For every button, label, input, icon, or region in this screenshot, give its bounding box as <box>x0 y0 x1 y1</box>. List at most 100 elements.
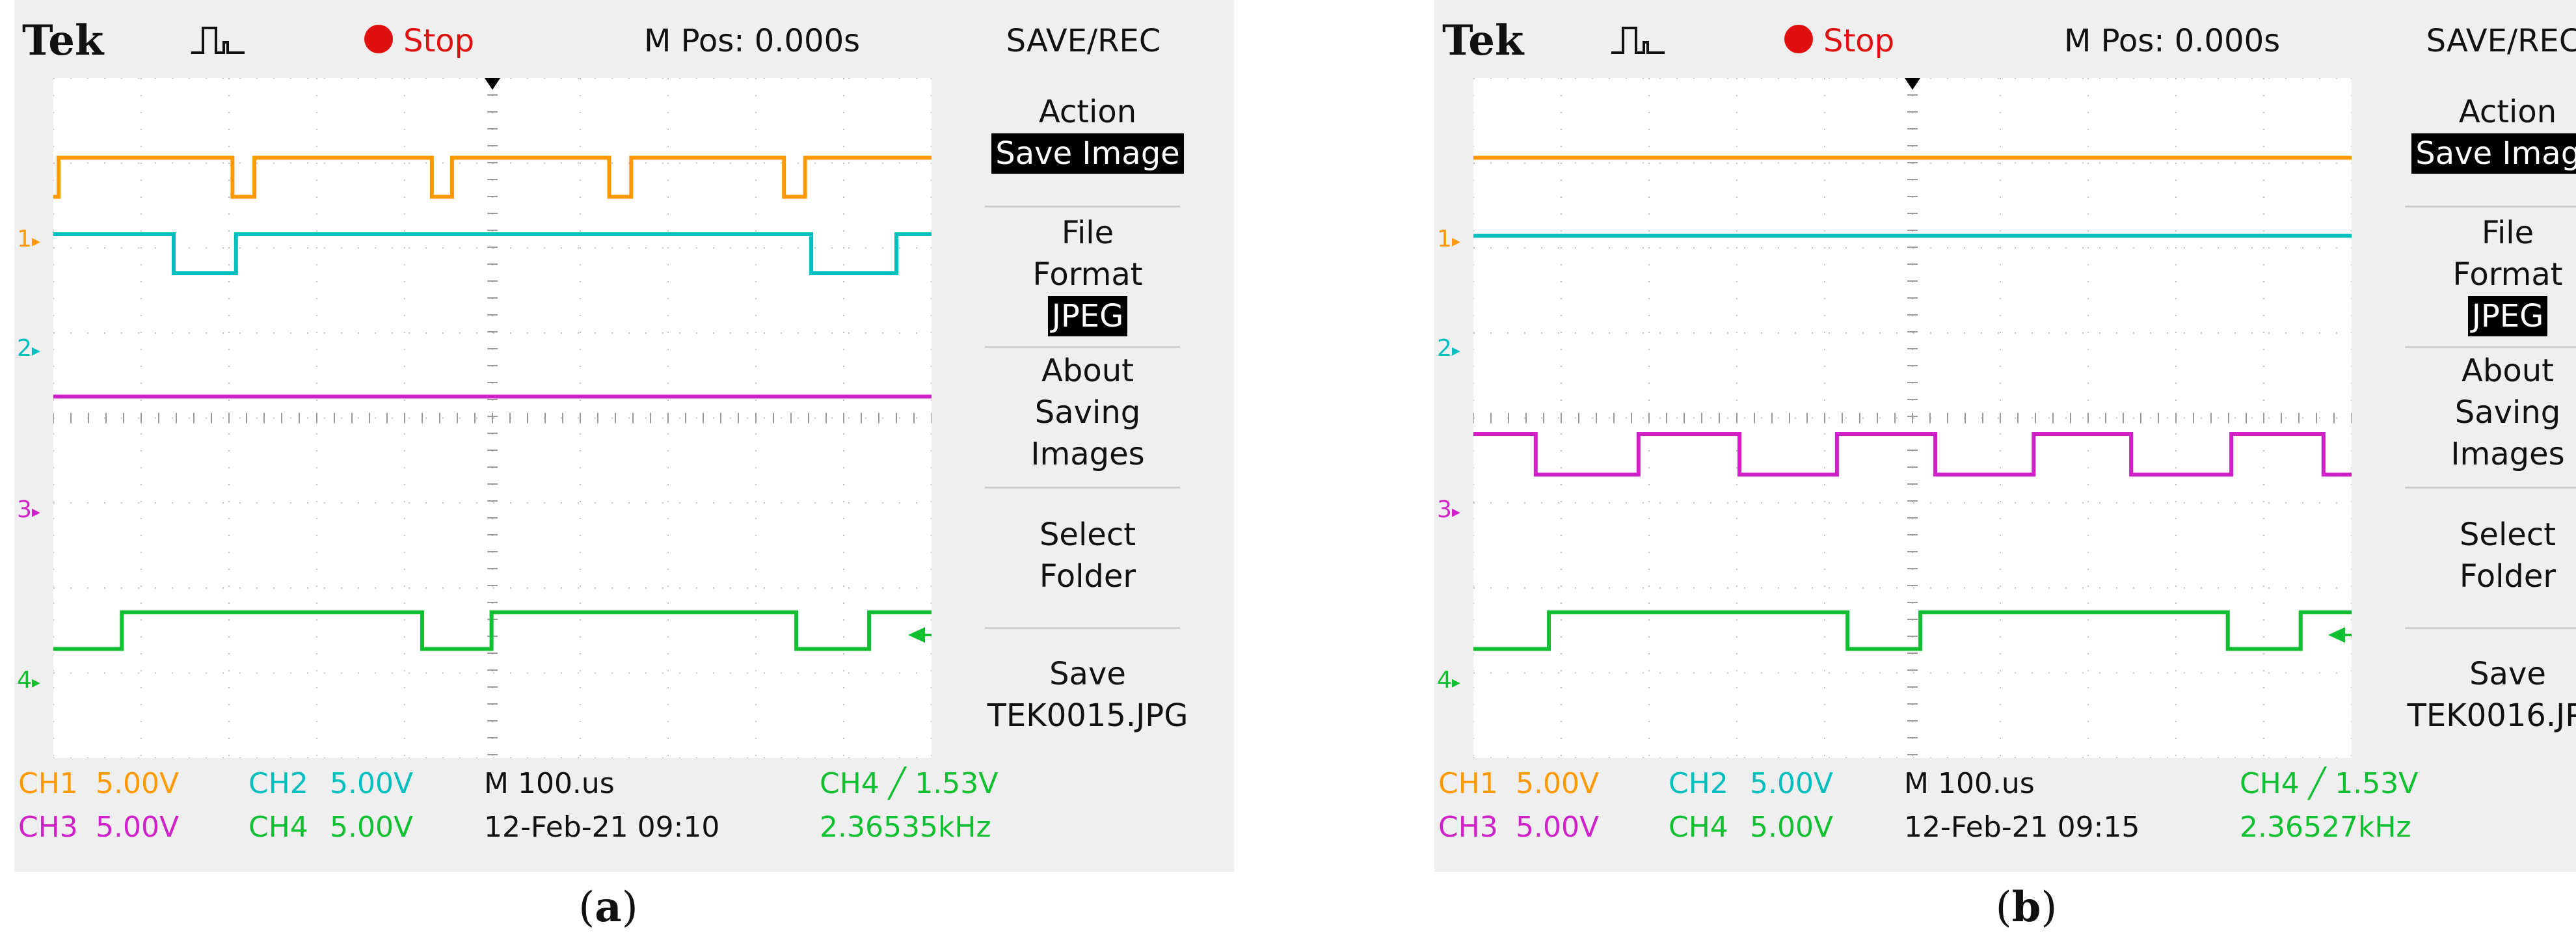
menu-action-button[interactable]: Action Save Image <box>945 91 1231 174</box>
trigger-position-arrow <box>485 78 500 90</box>
menu-divider <box>985 487 1180 489</box>
menu-divider <box>2405 627 2576 629</box>
timebase: M 100.us <box>484 767 615 800</box>
menu-file-label: File <box>2481 215 2534 251</box>
ch3-ground-marker: 3▸ <box>17 496 40 523</box>
capture-datetime: 12-Feb-21 09:10 <box>484 811 720 844</box>
waveform-plot <box>53 78 932 758</box>
ch4-scale: 5.00V <box>1750 811 1834 844</box>
ch2-ground-marker: 2▸ <box>17 335 40 362</box>
ch4-ground-marker: 4▸ <box>1437 667 1460 694</box>
menu-file-label: File <box>1061 215 1114 251</box>
ch2-label: CH2 <box>1669 767 1728 800</box>
ch2-label: CH2 <box>248 767 308 800</box>
menu-format-value: JPEG <box>1047 296 1128 336</box>
pulse-icon <box>1609 20 1667 78</box>
horizontal-position: M Pos: 0.000s <box>2064 23 2281 59</box>
menu-divider <box>2405 487 2576 489</box>
save-rec-menu: SAVE/REC Action Save Image File Format J… <box>933 0 1234 758</box>
menu-save-label: Save <box>2469 656 2546 692</box>
capture-datetime: 12-Feb-21 09:15 <box>1904 811 2140 844</box>
menu-file-format-button[interactable]: File Format JPEG <box>2365 212 2576 337</box>
menu-action-value: Save Image <box>2411 133 2576 174</box>
ch2-waveform <box>53 232 932 275</box>
ch1-scale: 5.00V <box>96 767 180 800</box>
stop-indicator-icon <box>1784 25 1813 53</box>
menu-about-label-2: Saving <box>2454 394 2561 431</box>
scope-panel-b: Tek Stop M Pos: 0.000s 1▸ 2▸ 3▸ 4▸ SAVE/… <box>1434 0 2576 872</box>
trigger-position-arrow <box>1905 78 1920 90</box>
menu-divider <box>2405 346 2576 348</box>
ch1-label: CH1 <box>1438 767 1498 800</box>
ch1-label: CH1 <box>18 767 78 800</box>
menu-format-value: JPEG <box>2467 296 2548 336</box>
timebase: M 100.us <box>1904 767 2035 800</box>
menu-action-value: Save Image <box>991 133 1184 174</box>
menu-about-saving-button[interactable]: About Saving Images <box>945 350 1231 475</box>
menu-save-filename: TEK0016.JPG <box>2407 697 2576 734</box>
menu-about-label-2: Saving <box>1034 394 1141 431</box>
menu-save-button[interactable]: Save TEK0015.JPG <box>945 653 1231 736</box>
menu-about-label-1: About <box>1041 353 1134 389</box>
trigger-frequency: 2.36527kHz <box>2240 811 2411 844</box>
menu-title: SAVE/REC <box>1006 23 1161 59</box>
ch3-scale: 5.00V <box>96 811 180 844</box>
acquisition-status: Stop <box>1823 23 1895 59</box>
ch3-waveform <box>1473 432 2352 477</box>
acquisition-status: Stop <box>403 23 475 59</box>
menu-action-label: Action <box>1038 94 1137 130</box>
menu-about-label-1: About <box>2462 353 2554 389</box>
menu-format-label: Format <box>2452 256 2563 293</box>
menu-divider <box>985 627 1180 629</box>
waveform-graticule <box>1473 78 2352 758</box>
stop-indicator-icon <box>364 25 393 53</box>
save-rec-menu: SAVE/REC Action Save Image File Format J… <box>2353 0 2576 758</box>
trigger-frequency: 2.36535kHz <box>820 811 991 844</box>
menu-title: SAVE/REC <box>2426 23 2576 59</box>
brand-logo: Tek <box>1442 16 1524 65</box>
ch2-scale: 5.00V <box>1750 767 1834 800</box>
menu-divider <box>985 346 1180 348</box>
waveform-graticule <box>53 78 932 758</box>
menu-about-label-3: Images <box>1030 436 1145 472</box>
ch1-scale: 5.00V <box>1516 767 1600 800</box>
menu-select-label-1: Select <box>2459 517 2556 553</box>
ch1-waveform <box>53 155 932 199</box>
ch4-ground-marker: 4▸ <box>17 667 40 694</box>
ch1-ground-marker: 1▸ <box>1437 226 1460 252</box>
ch4-waveform <box>1473 610 2352 651</box>
menu-format-label: Format <box>1032 256 1143 293</box>
menu-save-button[interactable]: Save TEK0016.JPG <box>2365 653 2576 736</box>
menu-select-folder-button[interactable]: Select Folder <box>2365 514 2576 597</box>
brand-logo: Tek <box>22 16 104 65</box>
menu-about-label-3: Images <box>2450 436 2565 472</box>
menu-file-format-button[interactable]: File Format JPEG <box>945 212 1231 337</box>
ch1-ground-marker: 1▸ <box>17 226 40 252</box>
ch2-scale: 5.00V <box>330 767 414 800</box>
menu-divider <box>985 206 1180 208</box>
menu-select-label-2: Folder <box>1039 558 1136 595</box>
trigger-level: CH4 ╱ 1.53V <box>2240 767 2419 800</box>
menu-save-filename: TEK0015.JPG <box>987 697 1188 734</box>
pulse-icon <box>189 20 247 78</box>
menu-about-saving-button[interactable]: About Saving Images <box>2365 350 2576 475</box>
waveform-plot <box>1473 78 2352 758</box>
ch4-waveform <box>53 610 932 651</box>
caption-b: (b) <box>1995 883 2058 932</box>
ch4-label: CH4 <box>248 811 308 844</box>
menu-action-label: Action <box>2458 94 2557 130</box>
menu-select-label-1: Select <box>1039 517 1136 553</box>
menu-save-label: Save <box>1049 656 1126 692</box>
ch4-label: CH4 <box>1669 811 1728 844</box>
menu-select-folder-button[interactable]: Select Folder <box>945 514 1231 597</box>
ch3-ground-marker: 3▸ <box>1437 496 1460 523</box>
menu-select-label-2: Folder <box>2459 558 2556 595</box>
caption-a: (a) <box>578 883 638 932</box>
ch3-label: CH3 <box>18 811 78 844</box>
ch4-scale: 5.00V <box>330 811 414 844</box>
ch3-label: CH3 <box>1438 811 1498 844</box>
trigger-level: CH4 ╱ 1.53V <box>820 767 999 800</box>
ch2-ground-marker: 2▸ <box>1437 335 1460 362</box>
menu-action-button[interactable]: Action Save Image <box>2365 91 2576 174</box>
ch3-scale: 5.00V <box>1516 811 1600 844</box>
